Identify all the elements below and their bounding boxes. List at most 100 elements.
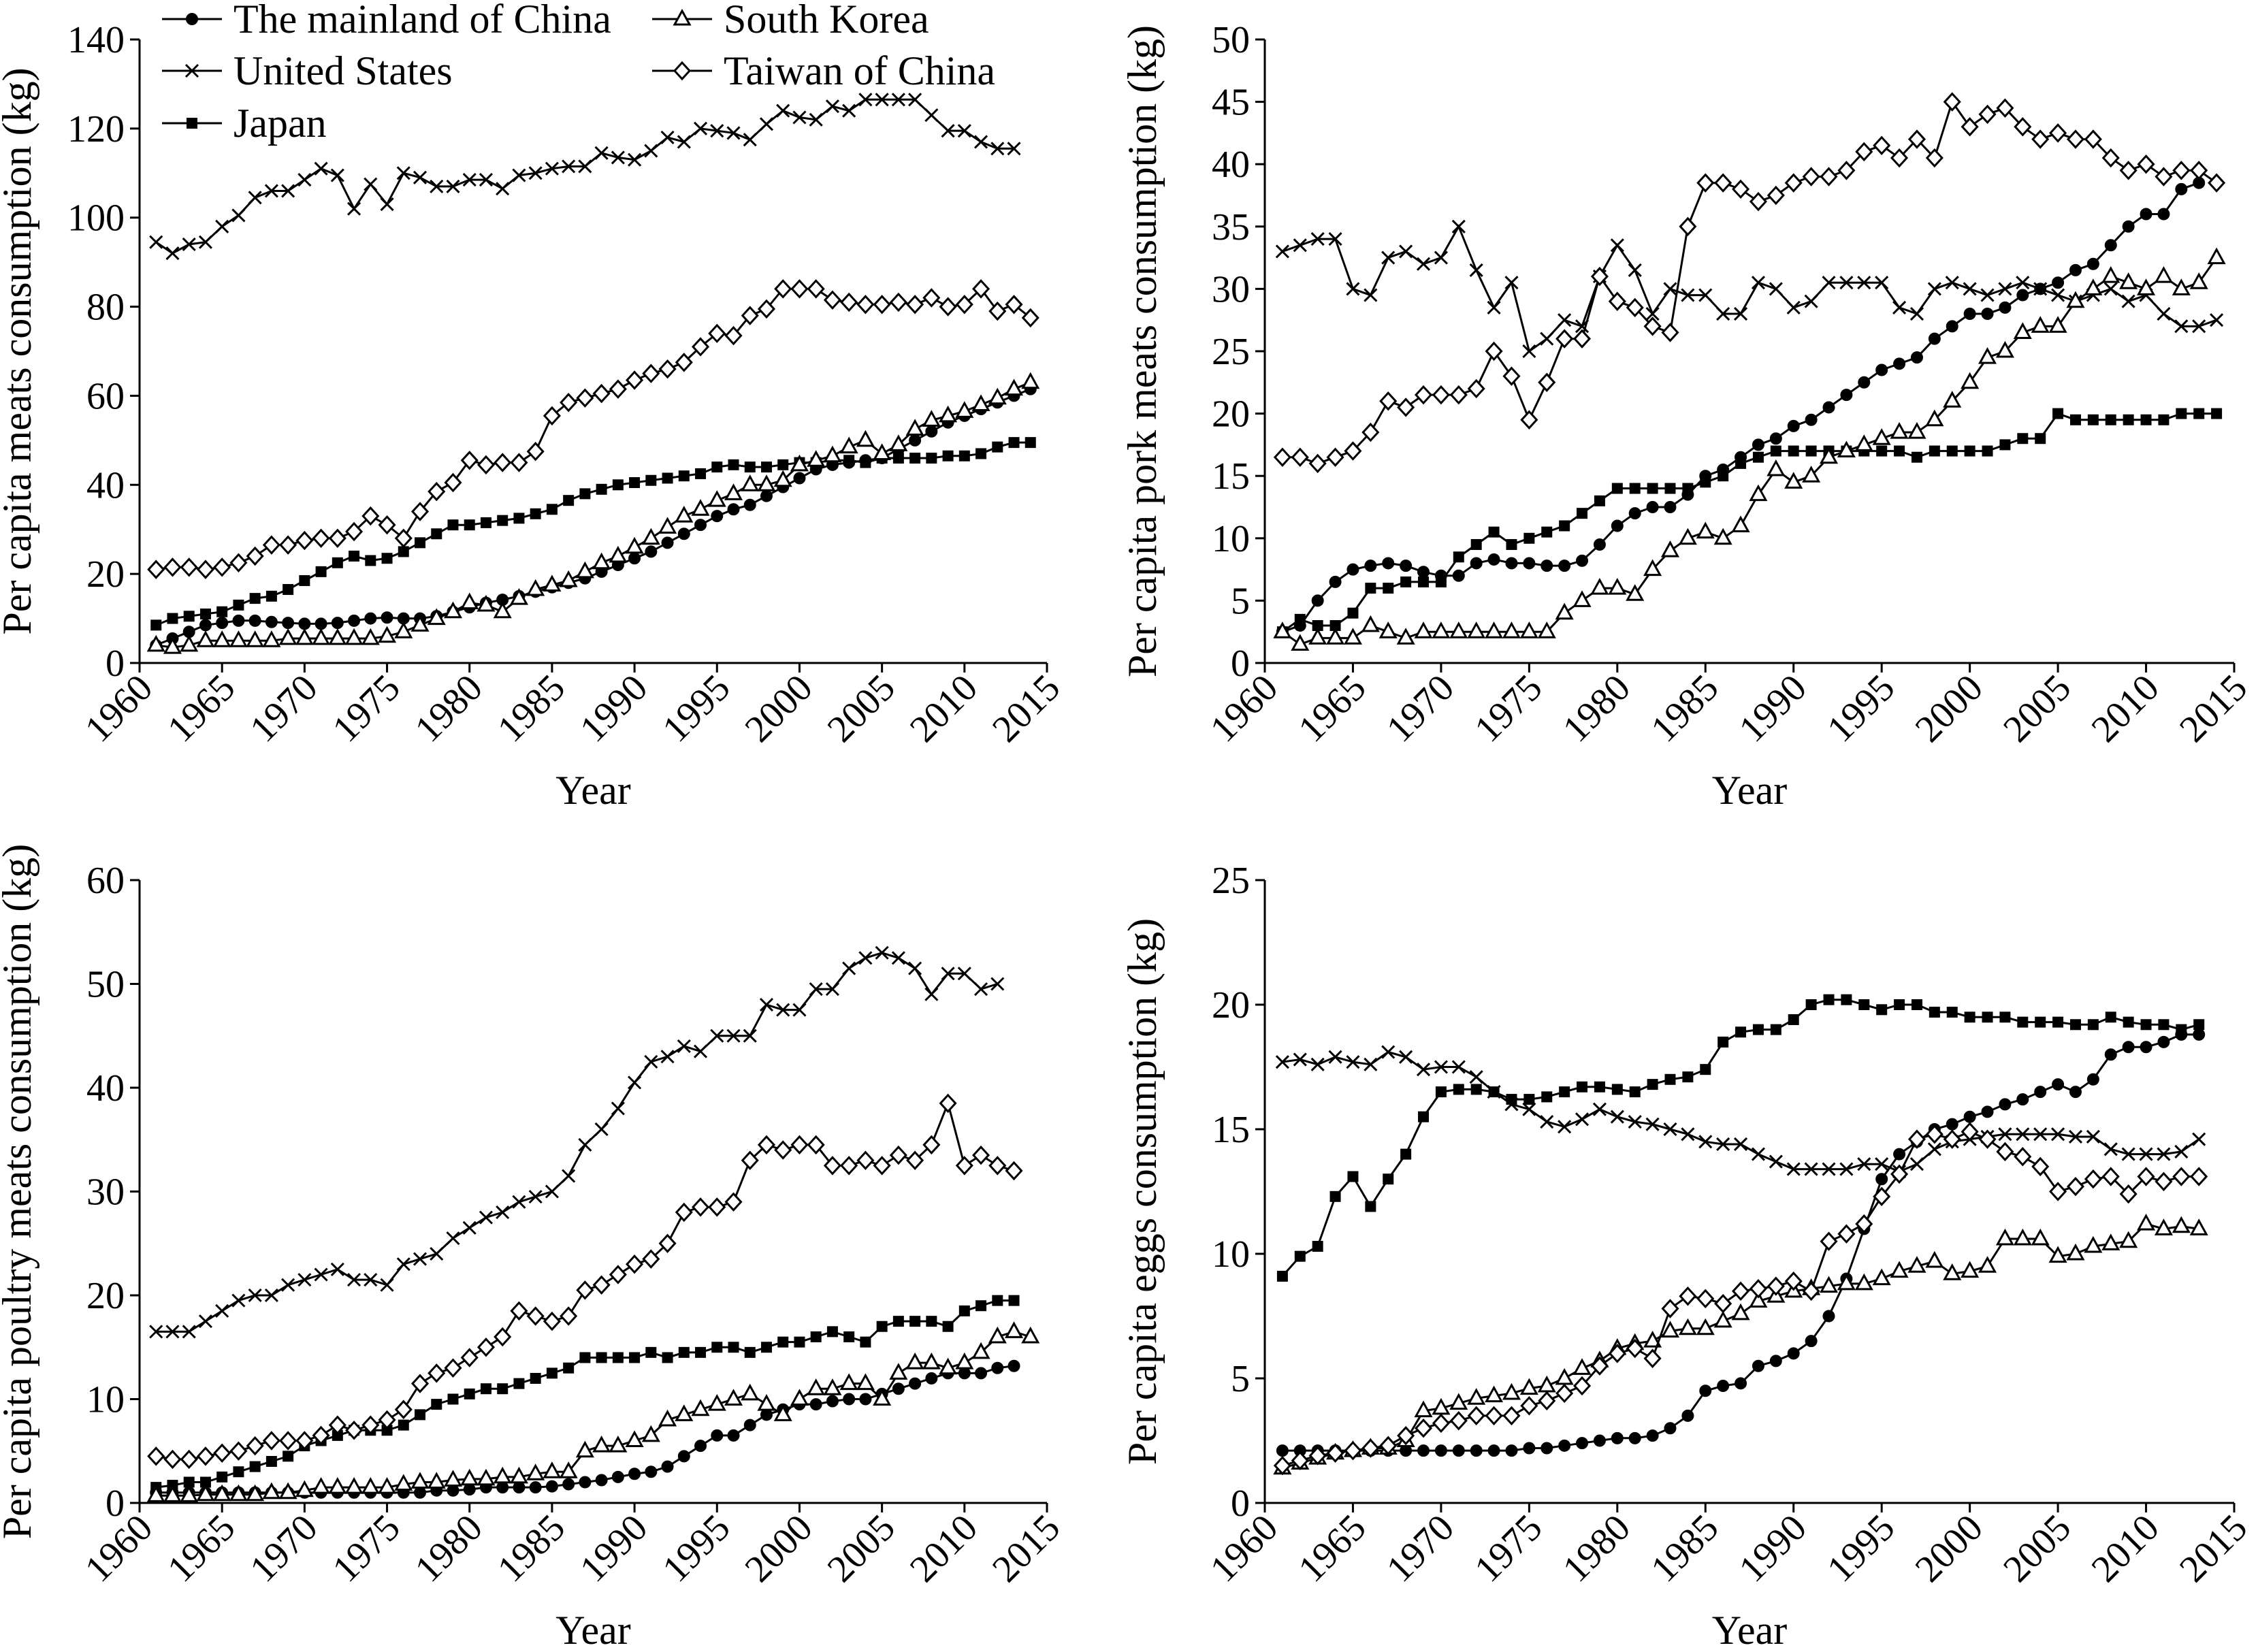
data-point [925, 425, 938, 438]
data-point [295, 1431, 314, 1451]
data-point [908, 961, 922, 975]
data-point [975, 1300, 987, 1312]
data-point [1890, 1261, 1909, 1278]
x-tick-label: 1960 [77, 666, 161, 750]
data-point [1273, 1455, 1291, 1476]
data-point [394, 621, 413, 638]
data-point [905, 1353, 924, 1370]
y-tick-label: 60 [86, 375, 125, 417]
data-point [958, 1367, 971, 1380]
data-point [1872, 428, 1891, 445]
data-point [2122, 220, 2135, 233]
data-point [909, 453, 921, 464]
data-point [2207, 247, 2226, 265]
series-line [1282, 412, 2217, 633]
data-point [790, 454, 809, 472]
data-point [281, 184, 295, 198]
data-point [973, 982, 988, 997]
data-point [2014, 117, 2032, 137]
data-point [1735, 457, 1747, 469]
data-point [1505, 1444, 1518, 1457]
y-tick-label: 120 [67, 108, 125, 150]
data-point [1399, 1050, 1413, 1064]
series-line [156, 1365, 1014, 1494]
data-point [925, 1372, 938, 1384]
data-point [1907, 421, 1926, 439]
data-point [494, 453, 512, 472]
data-point [443, 1470, 463, 1487]
data-point [299, 574, 310, 586]
data-point [2066, 1243, 2085, 1261]
data-point [825, 982, 839, 997]
data-point [2190, 1167, 2208, 1186]
data-point [1541, 560, 1553, 572]
data-point [2052, 276, 2065, 289]
data-point [743, 1419, 756, 1431]
data-point [1717, 470, 1729, 482]
data-point [1572, 1358, 1592, 1375]
data-point [1788, 1014, 1799, 1025]
data-point [1767, 1276, 1785, 1296]
data-point [594, 1122, 609, 1137]
data-point [1414, 1418, 1433, 1438]
data-point [694, 519, 707, 532]
data-point [1007, 1359, 1020, 1372]
data-point [396, 1257, 410, 1272]
data-point [1467, 378, 1485, 399]
data-point [1538, 372, 1556, 393]
data-point [1784, 1272, 1803, 1291]
data-point [1611, 519, 1624, 532]
data-point [858, 93, 873, 107]
data-point [1749, 191, 1767, 212]
data-point [2017, 433, 2029, 444]
data-point [1559, 1086, 1570, 1098]
data-point [1946, 1118, 1958, 1131]
y-tick-label: 50 [86, 964, 125, 1006]
data-point [1854, 434, 1873, 451]
data-point [232, 614, 245, 627]
data-point [213, 1443, 231, 1463]
data-point [2031, 129, 2050, 149]
data-point [528, 166, 543, 180]
data-point [378, 1477, 397, 1494]
series-taiwan [1273, 1122, 2208, 1476]
series-mainland-china [150, 383, 1037, 651]
data-point [279, 1431, 297, 1451]
data-point [1890, 421, 1909, 439]
data-point [1980, 288, 1995, 302]
series-south-korea [1273, 247, 2226, 651]
data-point [513, 513, 525, 524]
data-point [990, 142, 1005, 156]
y-tick-label: 60 [86, 860, 125, 902]
data-point [332, 557, 343, 568]
data-point [2031, 316, 2050, 333]
data-point [2035, 433, 2046, 444]
data-point [446, 1231, 460, 1246]
data-point [431, 1399, 442, 1410]
data-point [941, 967, 955, 981]
data-point [1311, 594, 1324, 607]
x-tick-label: 1985 [489, 1506, 573, 1590]
data-point [2016, 276, 2030, 290]
y-tick-label: 0 [1231, 643, 1250, 685]
data-point [295, 530, 314, 551]
data-point [1802, 466, 1821, 483]
data-point [1293, 1052, 1307, 1067]
data-point [1453, 1084, 1464, 1095]
data-point [1982, 1011, 1993, 1023]
data-point [410, 615, 430, 632]
data-point [1664, 1422, 1677, 1435]
series-line [155, 287, 1031, 571]
data-point [430, 1246, 444, 1261]
data-point [1858, 376, 1871, 389]
data-point [807, 279, 825, 299]
data-point [1628, 1431, 1641, 1444]
data-point [2084, 278, 2103, 295]
data-point [1767, 459, 1786, 476]
data-point [147, 560, 165, 579]
data-point [1996, 1141, 2014, 1162]
data-point [560, 393, 578, 412]
data-point [165, 246, 180, 261]
data-point [146, 634, 165, 652]
